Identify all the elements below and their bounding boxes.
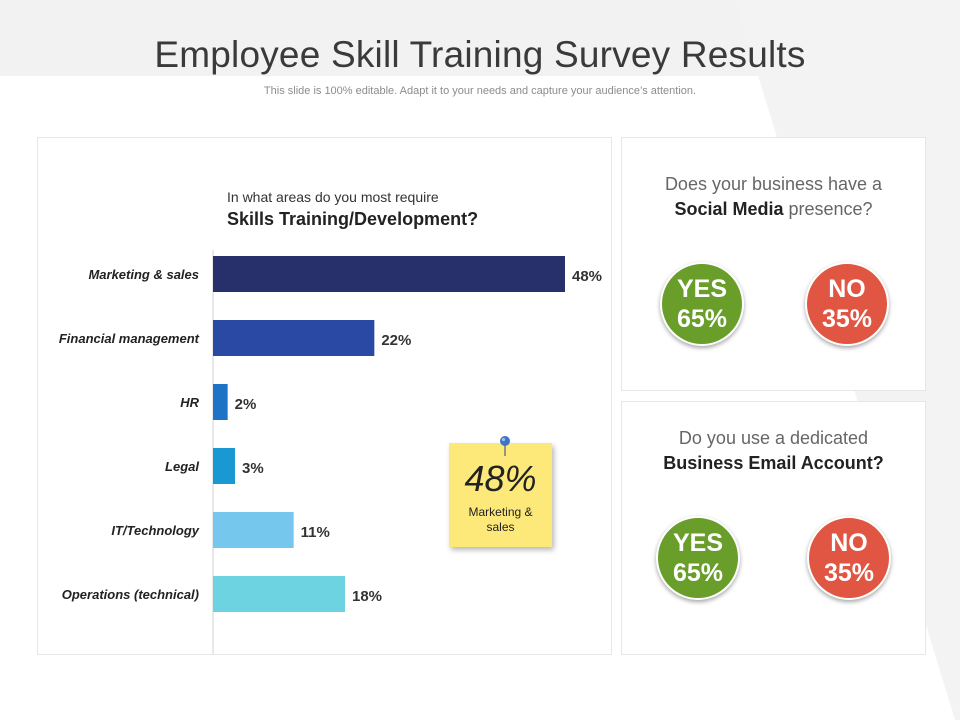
- social-media-yes-value: 65%: [676, 305, 728, 333]
- bar-3: [213, 448, 235, 484]
- category-label-1: Financial management: [59, 331, 200, 346]
- slide-title: Employee Skill Training Survey Results: [154, 34, 806, 75]
- value-label-0: 48%: [572, 268, 602, 285]
- bar-2: [213, 384, 228, 420]
- bar-1: [213, 320, 375, 356]
- category-label-0: Marketing & sales: [88, 267, 199, 282]
- pushpin-icon: [500, 436, 510, 456]
- business-email-question: Do you use a dedicated Business Email Ac…: [622, 426, 925, 476]
- business-email-question-line1: Do you use a dedicated: [678, 428, 869, 448]
- business-email-no-label: NO: [830, 529, 868, 557]
- business-email-no-badge: NO 35%: [807, 516, 891, 600]
- bar-5: [213, 576, 345, 612]
- bar-0: [213, 256, 565, 292]
- social-media-question: Does your business have a Social Media p…: [622, 172, 925, 222]
- value-label-4: 11%: [301, 524, 330, 541]
- social-media-no-label: NO: [828, 275, 866, 303]
- category-label-2: HR: [180, 395, 199, 410]
- social-media-no-value: 35%: [821, 305, 873, 333]
- business-email-no-value: 35%: [823, 559, 875, 587]
- social-media-no-badge: NO 35%: [805, 262, 889, 346]
- sticky-note-label: Marketing & sales: [468, 505, 533, 534]
- value-label-3: 3%: [242, 460, 264, 477]
- chart-question-title: Skills Training/Development?: [227, 209, 479, 229]
- social-media-question-bold: Social Media: [674, 199, 784, 219]
- bar-chart: Marketing & sales 48% Financial management…: [59, 250, 602, 654]
- sticky-note-value: 48%: [464, 458, 537, 499]
- business-email-question-line2: Business Email Account?: [663, 453, 884, 473]
- business-email-yes-label: YES: [672, 529, 724, 557]
- business-email-yes-badge: YES 65%: [656, 516, 740, 600]
- category-label-4: IT/Technology: [111, 523, 199, 538]
- bar-4: [213, 512, 294, 548]
- social-media-question-line1: Does your business have a: [664, 174, 883, 194]
- category-label-3: Legal: [165, 459, 199, 474]
- value-label-2: 2%: [235, 396, 257, 413]
- business-email-panel: Do you use a dedicated Business Email Ac…: [621, 401, 926, 655]
- chart-question-intro: In what areas do you most require: [227, 189, 439, 205]
- social-media-panel: Does your business have a Social Media p…: [621, 137, 926, 391]
- business-email-yes-value: 65%: [672, 559, 724, 587]
- social-media-yes-label: YES: [676, 275, 728, 303]
- chart-panel: In what areas do you most require Skills…: [37, 137, 612, 655]
- value-label-1: 22%: [381, 332, 411, 349]
- value-label-5: 18%: [352, 588, 382, 605]
- category-label-5: Operations (technical): [62, 587, 199, 602]
- social-media-question-end: presence?: [783, 199, 873, 219]
- sticky-note: 48% Marketing & sales: [449, 443, 552, 547]
- slide-subtitle: This slide is 100% editable. Adapt it to…: [263, 85, 697, 97]
- social-media-yes-badge: YES 65%: [660, 262, 744, 346]
